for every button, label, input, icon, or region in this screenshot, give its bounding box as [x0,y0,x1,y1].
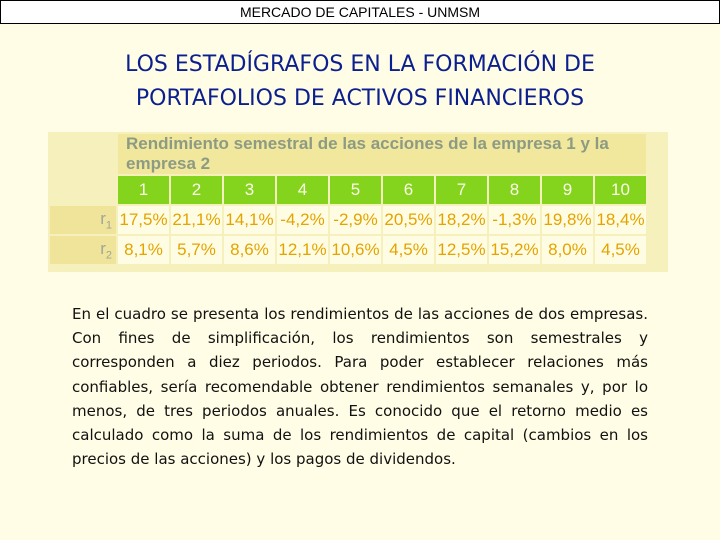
period-header: 2 [169,174,224,206]
title-line-2: PORTAFOLIOS DE ACTIVOS FINANCIEROS [135,86,585,111]
value-cell: -1,3% [487,204,542,236]
value-cell: 5,7% [169,234,224,266]
period-header: 8 [487,174,542,206]
row-label-subscript: 2 [105,249,112,262]
value-cell: 12,1% [275,234,330,266]
returns-table: Rendimiento semestral de las acciones de… [48,132,648,266]
row-label-r1: r1 [48,204,118,236]
period-header: 5 [328,174,383,206]
period-header: 3 [222,174,277,206]
table-caption: Rendimiento semestral de las acciones de… [116,132,648,176]
period-header: 6 [381,174,436,206]
value-cell: 21,1% [169,204,224,236]
period-header: 9 [540,174,595,206]
period-header: 7 [434,174,489,206]
value-cell: 19,8% [540,204,595,236]
period-header: 1 [116,174,171,206]
value-cell: 14,1% [222,204,277,236]
value-cell: 8,0% [540,234,595,266]
value-cell: 4,5% [593,234,648,266]
row-label-r2: r2 [48,234,118,266]
corner-spacer [48,174,118,206]
value-cell: 8,6% [222,234,277,266]
returns-table-image: Rendimiento semestral de las acciones de… [48,132,668,272]
corner-spacer [48,132,118,176]
header-text: MERCADO DE CAPITALES - UNMSM [239,4,481,20]
table-row-r2: r2 8,1% 5,7% 8,6% 12,1% 10,6% 4,5% 12,5%… [48,234,648,266]
period-header: 4 [275,174,330,206]
value-cell: 15,2% [487,234,542,266]
slide-title: LOS ESTADÍGRAFOS EN LA FORMACIÓN DE PORT… [60,48,660,116]
row-label-subscript: 1 [105,219,112,232]
row-label-text: r [100,238,106,258]
body-paragraph: En el cuadro se presenta los rendimiento… [72,305,648,469]
header-bar: MERCADO DE CAPITALES - UNMSM [0,0,720,24]
period-header-row: 1 2 3 4 5 6 7 8 9 10 [48,174,648,206]
table-row-r1: r1 17,5% 21,1% 14,1% -4,2% -2,9% 20,5% 1… [48,204,648,236]
value-cell: -2,9% [328,204,383,236]
value-cell: 17,5% [116,204,171,236]
value-cell: 12,5% [434,234,489,266]
row-label-text: r [100,208,106,228]
value-cell: 18,2% [434,204,489,236]
value-cell: 8,1% [116,234,171,266]
value-cell: 20,5% [381,204,436,236]
value-cell: -4,2% [275,204,330,236]
value-cell: 18,4% [593,204,648,236]
value-cell: 10,6% [328,234,383,266]
value-cell: 4,5% [381,234,436,266]
caption-row: Rendimiento semestral de las acciones de… [48,132,648,176]
period-header: 10 [593,174,648,206]
title-line-1: LOS ESTADÍGRAFOS EN LA FORMACIÓN DE [125,52,595,77]
